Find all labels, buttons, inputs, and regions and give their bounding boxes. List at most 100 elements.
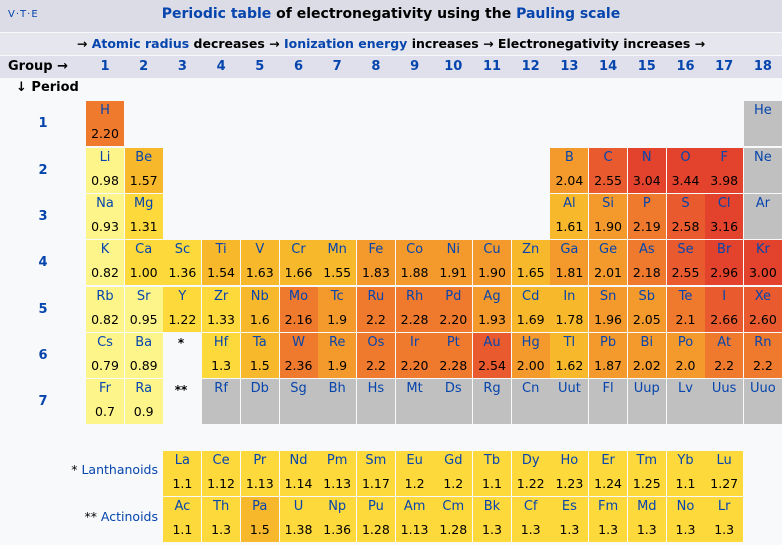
element-symbol[interactable]: Cl [717,196,731,211]
element-symbol[interactable]: Mn [327,242,347,257]
period-number-1[interactable]: 1 [38,116,48,131]
element-cell-ti[interactable]: Ti 1.54 [202,240,241,285]
group-number-16[interactable]: 16 [676,59,695,74]
element-symbol[interactable]: I [722,289,727,304]
element-symbol[interactable]: Md [637,499,657,514]
element-cell-hg[interactable]: Hg 2.00 [511,333,550,378]
element-cell-na[interactable]: Na 0.93 [86,194,124,239]
period-number-7[interactable]: 7 [38,394,48,409]
element-cell-ga[interactable]: Ga 1.81 [550,240,589,285]
element-symbol[interactable]: Es [561,499,577,514]
element-symbol[interactable]: Rh [405,289,424,304]
element-cell-hf[interactable]: Hf 1.3 [202,333,241,378]
element-cell-sn[interactable]: Sn 1.96 [589,287,628,332]
element-symbol[interactable]: Rb [96,289,114,304]
pauling-scale-link[interactable]: Pauling scale [516,6,621,22]
element-symbol[interactable]: Uus [711,381,737,396]
element-symbol[interactable]: Nb [250,289,269,304]
element-cell-yb[interactable]: Yb 1.1 [666,451,705,496]
element-cell-po[interactable]: Po 2.0 [666,333,705,378]
element-cell-ag[interactable]: Ag 1.93 [473,287,511,332]
group-number-18[interactable]: 18 [753,59,772,74]
element-symbol[interactable]: Cr [291,242,306,257]
element-symbol[interactable]: Br [717,242,732,257]
element-symbol[interactable]: Re [328,335,346,350]
element-cell-u[interactable]: U 1.38 [279,497,318,542]
element-cell-cr[interactable]: Cr 1.66 [279,240,318,285]
element-symbol[interactable]: S [681,196,690,211]
element-cell-uuo[interactable]: Uuo [743,379,782,424]
element-cell-te[interactable]: Te 2.1 [666,287,705,332]
element-symbol[interactable]: In [563,289,576,304]
element-cell-bk[interactable]: Bk 1.3 [473,497,511,542]
element-symbol[interactable]: Y [178,289,187,304]
element-symbol[interactable]: Xe [754,289,772,304]
talk-link[interactable]: T [20,9,28,20]
element-cell-re[interactable]: Re 1.9 [318,333,357,378]
element-symbol[interactable]: Cd [522,289,540,304]
element-cell-pu[interactable]: Pu 1.28 [356,497,395,542]
element-cell-zn[interactable]: Zn 1.65 [511,240,550,285]
element-symbol[interactable]: C [603,150,613,165]
element-cell-uus[interactable]: Uus [705,379,744,424]
element-cell-s[interactable]: S 2.58 [666,194,705,239]
element-cell-nb[interactable]: Nb 1.6 [240,287,279,332]
element-symbol[interactable]: N [641,150,652,165]
element-symbol[interactable]: Pm [326,453,348,468]
element-cell-i[interactable]: I 2.66 [705,287,744,332]
element-symbol[interactable]: Ru [367,289,385,304]
element-cell-ca[interactable]: Ca 1.00 [124,240,163,285]
element-symbol[interactable]: Si [602,196,615,211]
element-symbol[interactable]: Pu [367,499,384,514]
element-symbol[interactable]: K [100,242,110,257]
element-symbol[interactable]: La [174,453,190,468]
group-number-8[interactable]: 8 [371,59,381,74]
element-symbol[interactable]: Na [96,196,114,211]
element-symbol[interactable]: Fr [99,381,111,396]
element-cell-sr[interactable]: Sr 0.95 [124,287,163,332]
element-symbol[interactable]: Sb [638,289,656,304]
element-symbol[interactable]: Ra [135,381,153,396]
element-symbol[interactable]: Te [678,289,693,304]
element-cell-tb[interactable]: Tb 1.1 [473,451,511,496]
element-cell-rf[interactable]: Rf [202,379,241,424]
element-cell-pr[interactable]: Pr 1.13 [240,451,279,496]
element-cell-v[interactable]: V 1.63 [240,240,279,285]
element-symbol[interactable]: Ta [252,335,267,350]
element-symbol[interactable]: Hs [367,381,385,396]
element-symbol[interactable]: Np [328,499,347,514]
edit-link[interactable]: E [31,9,39,20]
element-symbol[interactable]: Pd [445,289,462,304]
element-symbol[interactable]: Tb [483,453,501,468]
element-cell-b[interactable]: B 2.04 [550,148,589,193]
element-cell-cf[interactable]: Cf 1.3 [511,497,550,542]
element-symbol[interactable]: U [293,499,304,514]
element-symbol[interactable]: V [255,242,265,257]
element-cell-db[interactable]: Db [240,379,279,424]
element-cell-ra[interactable]: Ra 0.9 [124,379,163,424]
element-symbol[interactable]: Lu [716,453,732,468]
element-cell-cm[interactable]: Cm 1.28 [434,497,473,542]
element-symbol[interactable]: Yb [677,453,694,468]
element-cell-ar[interactable]: Ar [743,194,782,239]
element-cell-th[interactable]: Th 1.3 [202,497,241,542]
lanthanoids-link[interactable]: Lanthanoids [81,462,158,477]
element-symbol[interactable]: Pr [253,453,267,468]
element-cell-sg[interactable]: Sg [279,379,318,424]
element-cell-ir[interactable]: Ir 2.20 [395,333,434,378]
element-cell-se[interactable]: Se 2.55 [666,240,705,285]
element-symbol[interactable]: Ba [135,335,153,350]
element-symbol[interactable]: Bi [640,335,654,350]
element-symbol[interactable]: At [717,335,732,350]
element-cell-uut[interactable]: Uut [550,379,589,424]
element-symbol[interactable]: P [642,196,651,211]
element-cell-bh[interactable]: Bh [318,379,357,424]
actinoids-link[interactable]: Actinoids [100,509,158,524]
element-cell-dy[interactable]: Dy 1.22 [511,451,550,496]
group-number-6[interactable]: 6 [293,59,304,74]
element-cell-nd[interactable]: Nd 1.14 [279,451,318,496]
element-cell-f[interactable]: F 3.98 [705,148,744,193]
element-symbol[interactable]: Tc [330,289,344,304]
element-cell-li[interactable]: Li 0.98 [86,148,124,193]
element-cell-tm[interactable]: Tm 1.25 [627,451,666,496]
